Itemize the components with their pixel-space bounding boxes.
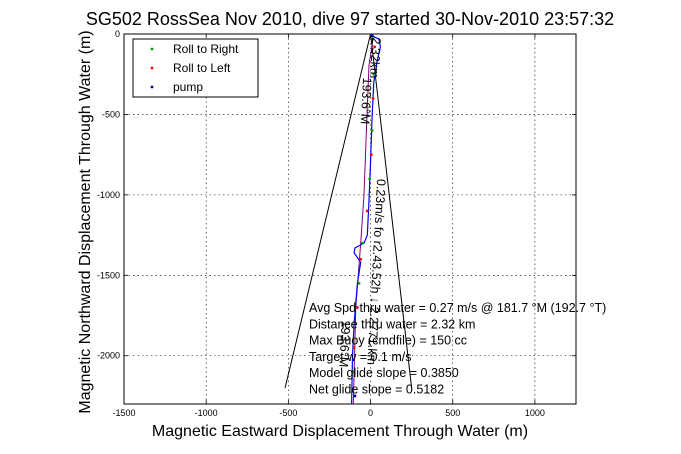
data-point	[372, 72, 376, 76]
legend-box	[132, 38, 259, 98]
data-point	[371, 96, 375, 100]
data-point	[371, 37, 375, 41]
heading-guide-line	[284, 33, 372, 389]
data-point	[369, 153, 373, 157]
y-tick-label: -500	[102, 109, 120, 119]
axis-ticks: -1500 -1000 -500 0 500 1000 0 -500 -1000 -1500 -20…	[97, 29, 576, 418]
chart-title: SG502 RossSea Nov 2010, dive 97 started …	[86, 9, 614, 29]
guide-lines	[284, 33, 413, 389]
data-point	[351, 370, 354, 374]
data-point	[355, 306, 359, 309]
data-point	[370, 129, 374, 132]
legend-entry: Roll to Left	[173, 61, 231, 75]
stats-line: Avg Spd thru water = 0.27 m/s @ 181.7 °M…	[309, 301, 606, 315]
data-point	[370, 34, 374, 38]
y-tick-label: 0	[115, 29, 120, 39]
y-axis-label: Magnetic Northward Displacement Through …	[77, 30, 94, 413]
heading-guide-line	[370, 33, 413, 388]
legend-marker	[150, 47, 154, 51]
data-point	[353, 394, 357, 398]
data-point	[357, 281, 361, 285]
data-point	[373, 45, 377, 49]
track-annotation: 2.32km	[367, 37, 383, 79]
stats-line: Model glide slope = 0.3850	[309, 366, 459, 380]
x-tick-label: 0	[368, 408, 373, 418]
track-annotation: 193.6°M	[358, 77, 374, 124]
track-line	[351, 33, 382, 405]
data-point	[368, 177, 372, 181]
x-tick-label: 500	[445, 408, 460, 418]
data-point	[354, 322, 358, 325]
legend-entry: Roll to Right	[173, 42, 239, 56]
legend-marker	[150, 66, 154, 70]
legend-entry: pump	[173, 80, 203, 94]
data-point	[352, 346, 356, 350]
data-points	[351, 34, 377, 398]
x-axis-label: Magnetic Eastward Displacement Through W…	[152, 423, 528, 440]
stats-box: Avg Spd thru water = 0.27 m/s @ 181.7 °M…	[309, 301, 606, 397]
x-tick-label: 1000	[525, 408, 545, 418]
stats-line: Net glide slope = 0.5182	[309, 383, 444, 397]
x-tick-label: -1500	[112, 408, 135, 418]
x-tick-label: -1000	[195, 408, 218, 418]
y-tick-label: -1500	[97, 270, 120, 280]
y-tick-label: -1000	[97, 190, 120, 200]
track-annotation: 193.6°M	[336, 320, 352, 367]
data-point	[359, 257, 363, 261]
track-lines	[351, 33, 382, 405]
stats-line: Distance thru water = 2.32 km	[309, 317, 475, 331]
legend-marker	[150, 85, 154, 89]
grid-lines	[123, 33, 576, 404]
x-tick-label: -500	[279, 408, 297, 418]
data-point	[365, 209, 369, 213]
y-tick-label: -2000	[97, 351, 120, 361]
legend: Roll to Right Roll to Left pump	[132, 38, 259, 98]
stats-line: Max Buoy (cmdfile) = 150 cc	[309, 334, 467, 348]
data-point	[360, 241, 364, 245]
stats-line: Target w = 0.1 m/s	[309, 350, 411, 364]
